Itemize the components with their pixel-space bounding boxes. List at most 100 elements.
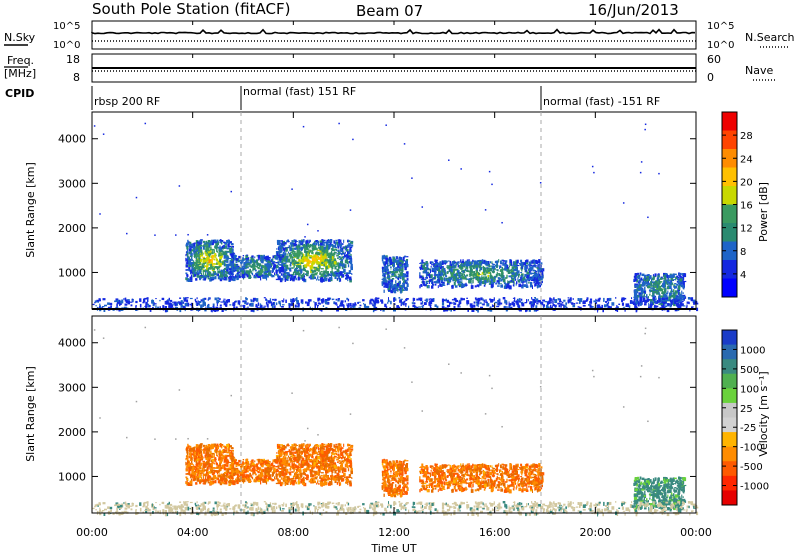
power-cell: [654, 290, 657, 293]
power-cell: [265, 270, 268, 274]
power-cell: [603, 297, 605, 302]
power-cell: [447, 268, 449, 270]
power-cell: [285, 275, 287, 278]
power-cell: [346, 273, 348, 276]
power-cell: [412, 302, 415, 304]
power-cell: [591, 165, 594, 168]
power-cell: [557, 298, 560, 301]
power-cell: [243, 258, 246, 260]
velocity-cell: [217, 480, 220, 484]
power-cell: [196, 274, 200, 278]
power-cell: [231, 261, 234, 263]
power-cell: [506, 265, 509, 269]
power-cell: [460, 280, 463, 282]
power-cell: [207, 298, 209, 301]
power-cell: [348, 257, 351, 260]
power-cell: [333, 261, 337, 265]
power-cell: [395, 298, 397, 301]
power-cell: [512, 278, 514, 280]
power-cell: [200, 244, 202, 246]
power-cell: [245, 298, 248, 301]
power-cell: [205, 249, 208, 253]
power-cell: [682, 305, 686, 307]
power-cell: [534, 271, 538, 273]
power-cell: [670, 278, 673, 282]
power-cell: [492, 304, 494, 308]
power-cell: [331, 265, 333, 269]
power-cell: [349, 276, 352, 281]
power-cell: [518, 305, 520, 309]
power-cell: [155, 298, 157, 300]
power-cell: [674, 286, 678, 289]
power-cell: [524, 265, 527, 270]
power-cell: [437, 263, 441, 266]
power-cell: [512, 297, 516, 299]
power-cell: [144, 122, 147, 125]
power-cell: [280, 256, 282, 259]
power-cell: [536, 267, 539, 269]
nsky-label: N.Sky: [4, 31, 36, 44]
power-cell: [244, 264, 248, 266]
power-cell: [348, 251, 350, 253]
power-cell: [513, 265, 517, 267]
power-cell: [490, 265, 492, 267]
power-cell: [221, 240, 224, 242]
power-cell: [638, 282, 641, 285]
power-cell: [372, 299, 375, 303]
power-cell: [183, 306, 186, 310]
power-cell: [420, 297, 423, 302]
power-cell: [429, 304, 431, 308]
power-cell: [455, 262, 457, 267]
power-cell: [220, 301, 224, 303]
power-cell: [281, 268, 285, 273]
power-cell: [535, 262, 539, 264]
power-cell: [218, 260, 221, 265]
power-cell: [339, 272, 343, 276]
velocity-cell: [185, 463, 189, 465]
power-cell: [294, 273, 296, 275]
power-cell: [497, 277, 500, 280]
power-cell: [350, 263, 353, 267]
power-cell: [665, 297, 668, 300]
power-cell: [280, 264, 282, 266]
power-cell: [686, 301, 689, 304]
power-cell: [280, 254, 283, 256]
power-cell: [665, 279, 668, 283]
cpid-label: CPID: [5, 87, 34, 100]
power-cell: [337, 298, 340, 300]
power-cell: [214, 256, 217, 258]
power-cell: [402, 258, 405, 262]
power-cell: [308, 240, 310, 244]
power-cell: [286, 272, 290, 275]
power-cell: [636, 287, 638, 292]
power-cell: [211, 248, 215, 251]
power-cell: [497, 273, 499, 275]
power-cell: [437, 285, 439, 289]
power-cell: [525, 262, 529, 265]
power-cell: [633, 299, 635, 303]
power-cell: [343, 274, 345, 277]
power-cell: [93, 125, 96, 127]
power-cell: [326, 245, 328, 249]
power-cell: [681, 290, 683, 294]
power-cell: [293, 239, 295, 243]
power-cell: [193, 261, 197, 265]
power-cell: [431, 267, 434, 271]
power-cell: [385, 256, 387, 258]
power-cell: [245, 258, 248, 260]
power-cell: [560, 303, 563, 306]
power-cell: [448, 159, 450, 161]
power-cell: [500, 279, 503, 282]
power-cell: [465, 275, 467, 278]
power-cell: [320, 299, 323, 301]
power-cell: [595, 298, 597, 302]
power-cell: [320, 268, 324, 270]
power-cell: [224, 263, 227, 267]
power-cell: [292, 275, 295, 279]
power-cell: [325, 307, 328, 309]
velocity-cell: [208, 468, 211, 470]
power-cell: [189, 255, 193, 257]
power-cell: [307, 270, 309, 275]
power-cell: [188, 263, 190, 265]
power-cell: [306, 262, 308, 264]
